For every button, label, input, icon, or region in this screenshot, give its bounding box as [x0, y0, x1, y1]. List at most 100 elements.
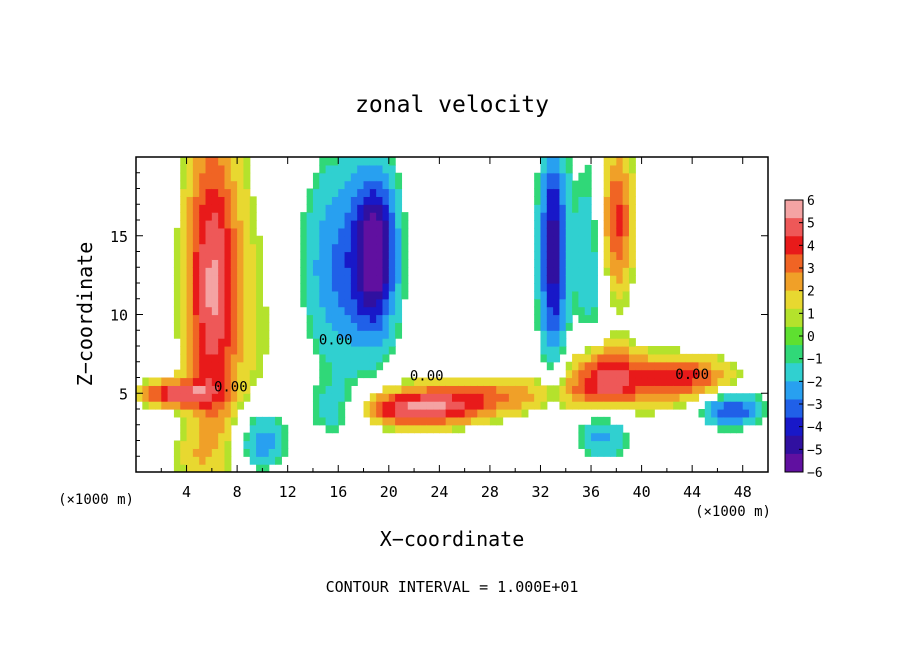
heatmap-cell	[565, 188, 573, 197]
heatmap-cell	[186, 346, 194, 355]
heatmap-cell	[230, 235, 238, 245]
heatmap-cell	[723, 361, 731, 371]
heatmap-cell	[641, 369, 649, 379]
heatmap-cell	[243, 267, 251, 276]
colorbar-swatch	[785, 453, 803, 473]
heatmap-cell	[540, 220, 548, 229]
heatmap-cell	[218, 353, 226, 363]
heatmap-cell	[243, 330, 251, 339]
heatmap-cell	[192, 401, 200, 410]
heatmap-cell	[211, 456, 219, 465]
heatmap-cell	[591, 416, 598, 426]
heatmap-cell	[565, 196, 573, 205]
heatmap-cell	[262, 306, 270, 316]
heatmap-cell	[660, 385, 668, 394]
heatmap-cell	[275, 416, 282, 426]
heatmap-cell	[622, 196, 630, 205]
heatmap-cell	[736, 409, 744, 418]
heatmap-cell	[628, 188, 636, 197]
heatmap-cell	[496, 416, 504, 426]
heatmap-cell	[325, 235, 333, 245]
heatmap-cell	[420, 409, 428, 418]
heatmap-cell	[306, 330, 314, 339]
x-tick-label: 16	[329, 483, 347, 501]
heatmap-cell	[433, 385, 440, 394]
heatmap-cell	[565, 204, 573, 213]
heatmap-cell	[319, 196, 327, 205]
heatmap-cell	[711, 369, 719, 379]
heatmap-cell	[319, 220, 327, 229]
heatmap-cell	[344, 306, 352, 316]
heatmap-cell	[591, 440, 598, 449]
heatmap-cell	[319, 353, 327, 363]
heatmap-cell	[666, 385, 674, 394]
heatmap-cell	[553, 283, 561, 292]
heatmap-cell	[622, 283, 630, 292]
heatmap-cell	[452, 377, 459, 386]
heatmap-cell	[230, 409, 238, 418]
heatmap-cell	[281, 448, 289, 457]
heatmap-cell	[199, 456, 207, 465]
heatmap-cell	[553, 267, 561, 276]
heatmap-cell	[546, 314, 554, 323]
heatmap-cell	[388, 306, 396, 316]
heatmap-cell	[312, 212, 320, 221]
heatmap-cell	[553, 393, 561, 402]
heatmap-cell	[559, 196, 567, 205]
heatmap-cell	[578, 369, 586, 379]
heatmap-cell	[628, 377, 636, 386]
heatmap-cell	[376, 314, 384, 323]
heatmap-cell	[591, 385, 598, 394]
heatmap-cell	[610, 212, 617, 221]
heatmap-cell	[666, 393, 674, 402]
heatmap-cell	[388, 314, 396, 323]
heatmap-cell	[458, 377, 466, 386]
heatmap-cell	[534, 290, 542, 300]
heatmap-cell	[458, 424, 466, 434]
heatmap-cell	[426, 409, 434, 418]
heatmap-cell	[559, 290, 567, 300]
heatmap-cell	[553, 259, 561, 268]
heatmap-cell	[685, 361, 693, 371]
heatmap-cell	[660, 369, 668, 379]
heatmap-cell	[572, 235, 579, 245]
heatmap-cell	[224, 409, 232, 418]
heatmap-cell	[616, 330, 624, 339]
heatmap-cell	[357, 330, 365, 339]
heatmap-cell	[350, 172, 358, 182]
heatmap-cell	[603, 416, 611, 426]
heatmap-cell	[211, 298, 219, 308]
heatmap-cell	[319, 377, 327, 386]
heatmap-cell	[306, 227, 314, 237]
heatmap-cell	[717, 353, 725, 363]
heatmap-cell	[249, 314, 257, 323]
heatmap-cell	[376, 330, 384, 339]
heatmap-cell	[622, 188, 630, 197]
heatmap-cell	[325, 283, 333, 292]
heatmap-cell	[224, 369, 232, 379]
heatmap-cell	[218, 283, 226, 292]
heatmap-cell	[218, 267, 226, 276]
heatmap-cell	[180, 298, 188, 308]
heatmap-cell	[331, 346, 339, 355]
heatmap-cell	[312, 322, 320, 331]
heatmap-cell	[477, 385, 485, 394]
heatmap-cell	[616, 157, 624, 166]
heatmap-cell	[192, 157, 200, 166]
heatmap-cell	[218, 369, 226, 379]
heatmap-cell	[414, 409, 421, 418]
heatmap-cell	[186, 401, 194, 410]
heatmap-cell	[622, 290, 630, 300]
heatmap-cell	[401, 212, 409, 221]
heatmap-cell	[666, 377, 674, 386]
heatmap-cell	[559, 330, 567, 339]
heatmap-cell	[237, 267, 245, 276]
heatmap-cell	[584, 275, 592, 284]
heatmap-cell	[622, 251, 630, 260]
heatmap-cell	[559, 164, 567, 174]
colorbar-label: 5	[807, 217, 815, 232]
heatmap-cell	[534, 306, 542, 316]
heatmap-cell	[470, 377, 478, 386]
heatmap-cell	[591, 251, 598, 260]
heatmap-cell	[553, 188, 561, 197]
